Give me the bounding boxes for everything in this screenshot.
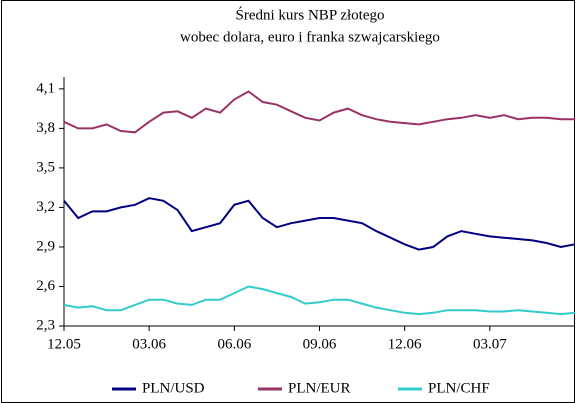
line-series xyxy=(63,285,576,316)
y-tick-label: 3,2 xyxy=(36,199,55,215)
y-tick-label: 3,8 xyxy=(36,120,55,136)
y-tick-label: 3,5 xyxy=(36,159,55,175)
y-tick-label: 2,9 xyxy=(36,238,55,254)
chart-title: Średni kurs NBP złotego xyxy=(235,6,384,23)
legend-label: PLN/EUR xyxy=(288,380,351,396)
legend-label: PLN/USD xyxy=(142,380,205,396)
x-tick-label: 12.05 xyxy=(47,336,81,352)
line-series xyxy=(63,90,575,134)
line-series xyxy=(63,197,576,251)
x-tick-label: 06.06 xyxy=(217,336,251,352)
y-tick-label: 2,6 xyxy=(36,278,55,294)
x-tick-label: 09.06 xyxy=(303,336,337,352)
x-tick-label: 03.06 xyxy=(132,336,166,352)
x-tick-label: 03.07 xyxy=(473,336,507,352)
legend-label: PLN/CHF xyxy=(428,380,490,396)
y-tick-label: 2,3 xyxy=(36,317,55,333)
chart-title: wobec dolara, euro i franka szwajcarskie… xyxy=(180,29,440,45)
y-tick-label: 4,1 xyxy=(36,80,55,96)
x-tick-label: 12.06 xyxy=(388,336,422,352)
